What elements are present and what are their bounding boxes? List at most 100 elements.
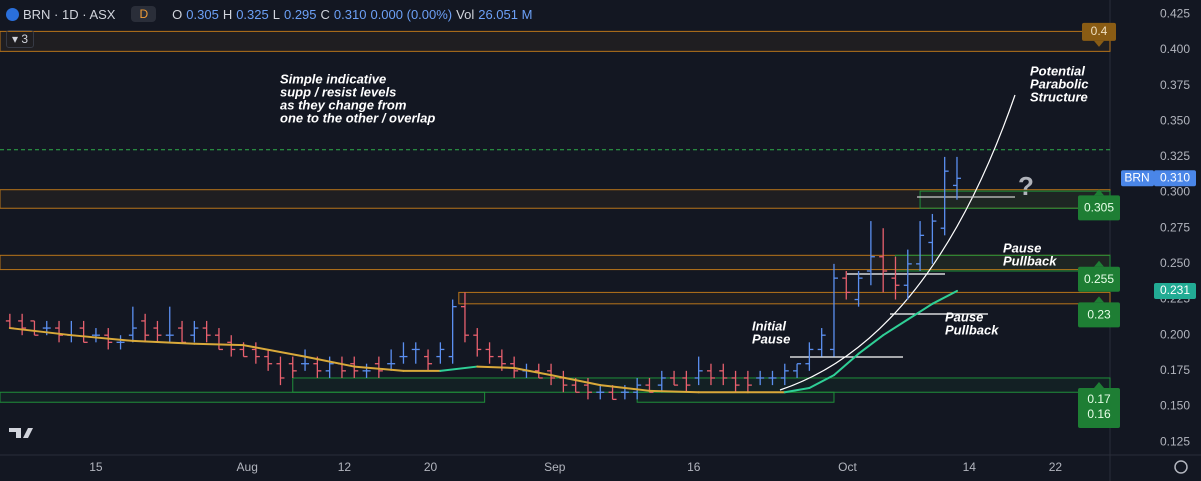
x-tick-label: 22 [1049, 460, 1063, 474]
ma-tag [1154, 282, 1196, 299]
settings-icon[interactable] [1174, 460, 1188, 474]
moving-average [304, 355, 356, 368]
ma-tag-label: 0.231 [1160, 283, 1190, 297]
y-tick-label: 0.175 [1160, 363, 1190, 377]
y-tick-label: 0.325 [1160, 149, 1190, 163]
symbol-tag [1121, 170, 1154, 187]
moving-average [599, 384, 651, 392]
symbol[interactable]: BRN · 1D · ASX [23, 6, 116, 22]
level-arrow [1094, 189, 1104, 196]
parabola-drawing [779, 94, 1016, 391]
y-tick-label: 0.275 [1160, 220, 1190, 234]
annotation: Parabolic [1030, 76, 1089, 91]
sr-zone [292, 377, 1111, 393]
moving-average [193, 342, 245, 347]
x-tick-label: 20 [424, 460, 438, 474]
level-label: 0.305 [1084, 201, 1114, 215]
moving-average [808, 374, 835, 389]
sr-zone [0, 391, 486, 403]
moving-average [353, 365, 405, 372]
y-tick-label: 0.350 [1160, 113, 1190, 127]
moving-average [70, 334, 134, 342]
sr-zone [0, 30, 1111, 52]
moving-average [513, 366, 553, 377]
moving-average [931, 289, 958, 305]
y-tick-label: 0.125 [1160, 434, 1190, 448]
y-tick-label: 0.250 [1160, 256, 1190, 270]
level-label: 0.16 [1087, 407, 1111, 421]
moving-average [131, 339, 196, 345]
level-label: 0.17 [1087, 392, 1111, 406]
vol-value: 26.051 M [478, 6, 533, 22]
market-badge: D [131, 6, 157, 22]
moving-average [857, 334, 885, 355]
annotation: Initial [752, 318, 786, 333]
x-tick-label: 12 [338, 460, 352, 474]
x-tick-label: 16 [687, 460, 701, 474]
x-tick-label: 15 [89, 460, 103, 474]
h-value: 0.325 [236, 6, 269, 22]
level-arrow [1094, 40, 1104, 47]
sr-zone [458, 291, 1111, 305]
moving-average [648, 389, 700, 394]
x-tick-label: Oct [838, 460, 857, 474]
c-label: C [320, 6, 330, 22]
annotation: Structure [1030, 89, 1088, 104]
indicator-count: 3 [21, 32, 29, 46]
moving-average [882, 318, 909, 337]
sr-zone [636, 391, 835, 403]
y-tick-label: 0.200 [1160, 327, 1190, 341]
y-tick-label: 0.425 [1160, 6, 1190, 20]
level-label: 0.4 [1091, 24, 1108, 38]
moving-average [242, 344, 307, 358]
level-box [1078, 302, 1120, 328]
annotation: ? [1018, 171, 1034, 201]
symbol-tag-label: BRN [1124, 170, 1149, 184]
h-label: H [222, 6, 233, 22]
level-label: 0.255 [1084, 272, 1114, 286]
last-price-label: 0.310 [1160, 170, 1190, 184]
annotation: Pause [752, 331, 790, 346]
annotation: Pause [1003, 240, 1041, 255]
y-tick-label: 0.400 [1160, 42, 1190, 56]
last-price-tag [1154, 170, 1196, 187]
annotation: Pause [945, 309, 983, 324]
annotation: Simple indicative [280, 71, 386, 86]
o-value: 0.305 [186, 6, 219, 22]
vol-label: Vol [456, 6, 475, 22]
level-arrow [1094, 381, 1104, 388]
level-box [1078, 266, 1120, 292]
moving-average [439, 365, 479, 372]
level-box [1082, 22, 1116, 41]
x-tick-label: Aug [237, 460, 258, 474]
o-label: O [172, 6, 183, 22]
moving-average [906, 302, 934, 321]
y-tick-label: 0.375 [1160, 78, 1190, 92]
moving-average [832, 352, 860, 377]
moving-average [550, 374, 602, 387]
annotation: one to the other / overlap [280, 110, 435, 125]
indicators-toggle[interactable]: ▾ 3 [6, 30, 35, 48]
symbol-icon [6, 7, 19, 21]
change: 0.000 (0.00%) [370, 6, 453, 22]
price-axis [1110, 0, 1201, 481]
level-box [1078, 387, 1120, 428]
annotation: supp / resist levels [280, 84, 396, 99]
level-arrow [1094, 296, 1104, 303]
logo [9, 428, 33, 438]
y-tick-label: 0.150 [1160, 399, 1190, 413]
level-arrow [1094, 260, 1104, 267]
annotation: as they change from [280, 97, 407, 112]
x-tick-label: 14 [963, 460, 977, 474]
moving-average [8, 327, 73, 337]
l-label: L [272, 6, 280, 22]
annotation: Pullback [1003, 253, 1057, 268]
y-tick-label: 0.300 [1160, 185, 1190, 199]
c-value: 0.310 [333, 6, 367, 22]
l-value: 0.295 [283, 6, 317, 22]
annotation: Pullback [945, 322, 999, 337]
moving-average [783, 386, 811, 394]
